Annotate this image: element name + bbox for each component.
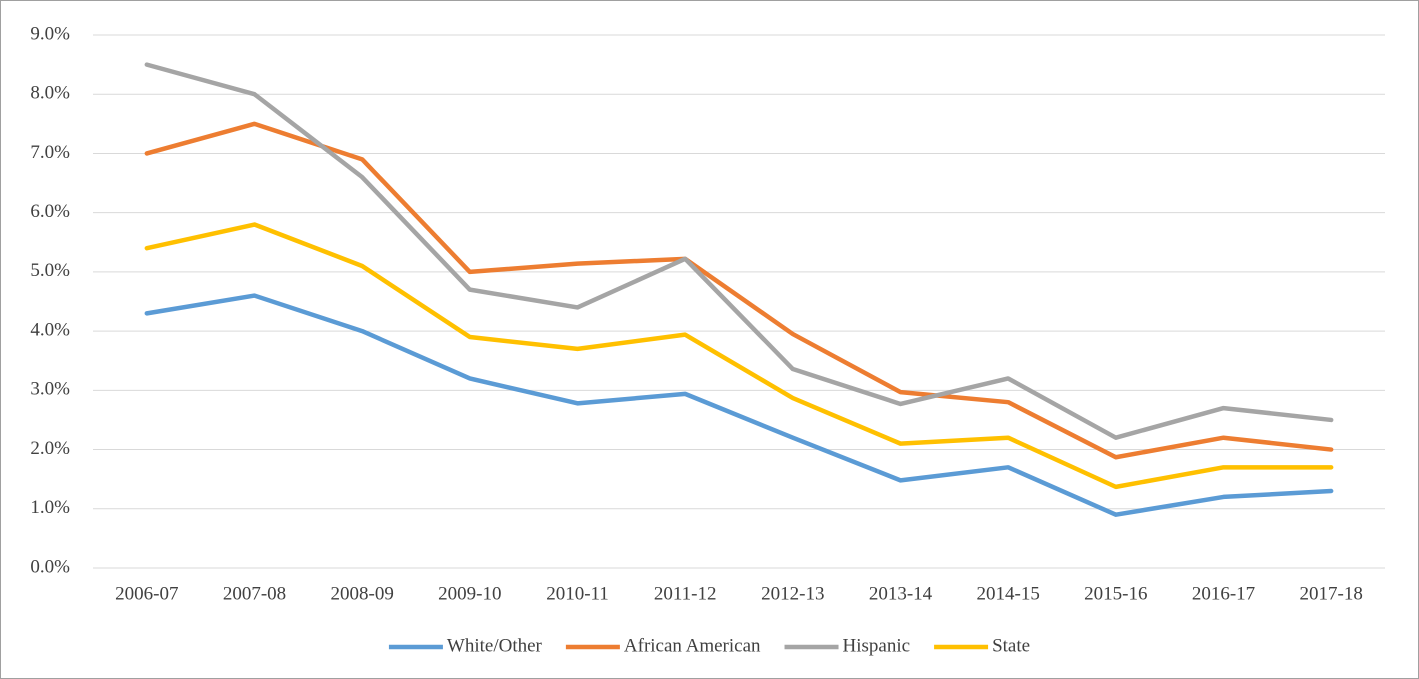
y-tick-label: 1.0% xyxy=(30,497,70,518)
y-tick-label: 9.0% xyxy=(30,23,70,44)
x-tick-label: 2011-12 xyxy=(654,583,717,604)
x-tick-label: 2010-11 xyxy=(546,583,609,604)
series-line xyxy=(144,121,1334,460)
y-tick-label: 2.0% xyxy=(30,438,70,459)
x-tick-label: 2013-14 xyxy=(869,583,933,604)
legend-label: African American xyxy=(624,635,761,656)
x-tick-label: 2007-08 xyxy=(223,583,286,604)
legend-label: Hispanic xyxy=(843,635,911,656)
y-tick-label: 6.0% xyxy=(30,201,70,222)
x-tick-label: 2015-16 xyxy=(1084,583,1147,604)
x-tick-label: 2008-09 xyxy=(331,583,394,604)
x-tick-label: 2017-18 xyxy=(1300,583,1363,604)
legend-label: White/Other xyxy=(447,635,543,656)
x-tick-label: 2012-13 xyxy=(761,583,824,604)
series-line xyxy=(144,62,1334,440)
series-line xyxy=(144,222,1334,490)
series-line xyxy=(144,293,1334,517)
x-tick-label: 2014-15 xyxy=(977,583,1040,604)
x-tick-label: 2006-07 xyxy=(115,583,178,604)
y-tick-label: 8.0% xyxy=(30,83,70,104)
y-tick-label: 7.0% xyxy=(30,142,70,163)
y-tick-label: 3.0% xyxy=(30,379,70,400)
x-tick-label: 2016-17 xyxy=(1192,583,1255,604)
legend-label: State xyxy=(992,635,1030,656)
x-tick-label: 2009-10 xyxy=(438,583,501,604)
y-tick-label: 5.0% xyxy=(30,260,70,281)
y-tick-label: 4.0% xyxy=(30,319,70,340)
y-tick-label: 0.0% xyxy=(30,556,70,577)
